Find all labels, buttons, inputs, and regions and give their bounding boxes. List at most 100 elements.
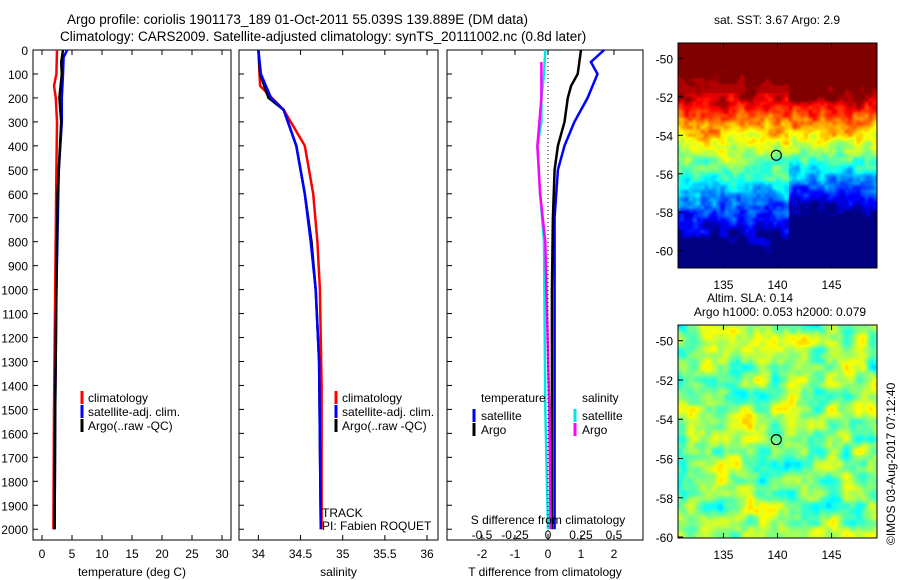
sst-map-frame bbox=[677, 42, 878, 269]
depth-tick-label: 700 bbox=[8, 212, 28, 226]
sal-xtick-label: 36 bbox=[420, 547, 434, 561]
diff-xtick-label: -2 bbox=[477, 547, 488, 561]
s-diff-tick-label: -0.5 bbox=[472, 528, 493, 542]
depth-tick-label: 1700 bbox=[1, 451, 28, 465]
temp-xtick-label: 10 bbox=[95, 547, 109, 561]
diff-xtick-label: 2 bbox=[611, 547, 618, 561]
temp-xlabel: temperature (deg C) bbox=[78, 565, 186, 579]
temp-xtick-label: 20 bbox=[155, 547, 169, 561]
sst-lat-label: -52 bbox=[656, 91, 674, 105]
legend-t-label: Argo bbox=[481, 423, 507, 437]
sst-lon-label: 145 bbox=[822, 278, 842, 292]
sst-map-title: sat. SST: 3.67 Argo: 2.9 bbox=[714, 13, 840, 27]
diff-xtick-label: 0 bbox=[545, 547, 552, 561]
legend-salinity-title: salinity bbox=[582, 391, 619, 405]
legend-temperature-title: temperature bbox=[481, 391, 546, 405]
depth-tick-label: 200 bbox=[8, 92, 28, 106]
sst-lat-label: -56 bbox=[656, 168, 674, 182]
sal-xlabel: salinity bbox=[320, 565, 357, 579]
depth-tick-label: 600 bbox=[8, 188, 28, 202]
sal-legend-label: satellite-adj. clim. bbox=[342, 405, 434, 419]
temp-legend-label: climatology bbox=[88, 391, 148, 405]
temp-xtick-label: 25 bbox=[185, 547, 199, 561]
sla-lon-label: 140 bbox=[767, 548, 787, 562]
depth-tick-label: 800 bbox=[8, 236, 28, 250]
sst-lat-label: -54 bbox=[656, 129, 674, 143]
sst-lat-label: -58 bbox=[656, 206, 674, 220]
temp-xtick-label: 15 bbox=[125, 547, 139, 561]
sla-map-subtitle: Argo h1000: 0.053 h2000: 0.079 bbox=[694, 305, 866, 319]
temp-legend-label: Argo(..raw -QC) bbox=[88, 419, 173, 433]
sla-lon-label: 145 bbox=[822, 548, 842, 562]
depth-tick-label: 1800 bbox=[1, 475, 28, 489]
sst-lat-label: -60 bbox=[656, 245, 674, 259]
legend-s-label: Argo bbox=[582, 423, 608, 437]
figure-title-line1: Argo profile: coriolis 1901173_189 01-Oc… bbox=[67, 12, 529, 27]
sla-map-title: Altim. SLA: 0.14 bbox=[707, 291, 793, 305]
sla-map bbox=[678, 325, 877, 538]
diff-series-t-satellite bbox=[553, 49, 605, 530]
diff-xtick-label: -1 bbox=[510, 547, 521, 561]
diff-xtick-label: 1 bbox=[578, 547, 585, 561]
legend-s-label: satellite bbox=[582, 409, 623, 423]
sla-lon-label: 135 bbox=[713, 548, 733, 562]
sla-argo-marker bbox=[770, 434, 782, 446]
sla-lat-label: -56 bbox=[656, 452, 674, 466]
sst-argo-marker bbox=[770, 149, 782, 161]
s-diff-tick-label: -0.25 bbox=[501, 528, 529, 542]
sal-legend-label: Argo(..raw -QC) bbox=[342, 419, 427, 433]
sla-lat-label: -54 bbox=[656, 413, 674, 427]
depth-tick-label: 100 bbox=[8, 68, 28, 82]
s-diff-tick-label: 0 bbox=[545, 528, 552, 542]
diff-xlabel: T difference from climatology bbox=[468, 565, 622, 579]
sal-legend-label: climatology bbox=[342, 391, 402, 405]
sal-series-satellite-adj-clim- bbox=[257, 49, 323, 530]
figure-title-line2: Climatology: CARS2009. Satellite-adjuste… bbox=[60, 29, 587, 44]
depth-tick-label: 1300 bbox=[1, 355, 28, 369]
diff-series-t-argo bbox=[550, 49, 583, 530]
depth-tick-label: 0 bbox=[21, 44, 28, 58]
temp-xtick-label: 0 bbox=[39, 547, 46, 561]
temp-xtick-label: 5 bbox=[69, 547, 76, 561]
temp-xtick-label: 30 bbox=[215, 547, 229, 561]
depth-tick-label: 500 bbox=[8, 164, 28, 178]
sla-lat-label: -58 bbox=[656, 492, 674, 506]
sal-annotation: PI: Fabien ROQUET bbox=[322, 519, 432, 533]
temp-series-argo-raw-qc- bbox=[53, 49, 65, 530]
sla-lat-label: -52 bbox=[656, 374, 674, 388]
sal-xtick-label: 34.5 bbox=[289, 547, 313, 561]
depth-tick-label: 1100 bbox=[2, 308, 28, 322]
depth-tick-label: 1500 bbox=[1, 403, 28, 417]
sal-annotation: TRACK bbox=[322, 506, 363, 520]
depth-tick-label: 900 bbox=[8, 260, 28, 274]
imos-credit: ©IMOS 03-Aug-2017 07:12:40 bbox=[884, 382, 898, 545]
sst-lon-label: 135 bbox=[713, 278, 733, 292]
sla-lat-label: -60 bbox=[656, 531, 674, 545]
sla-lat-label: -50 bbox=[656, 335, 674, 349]
depth-tick-label: 1600 bbox=[1, 427, 28, 441]
depth-tick-label: 1000 bbox=[1, 284, 28, 298]
depth-tick-label: 2000 bbox=[1, 523, 28, 537]
sst-lat-label: -50 bbox=[656, 52, 674, 66]
s-diff-tick-label: 0.25 bbox=[569, 528, 593, 542]
sal-xtick-label: 35 bbox=[336, 547, 350, 561]
sla-map-frame bbox=[677, 324, 878, 539]
diff-series-s-argo bbox=[536, 62, 552, 530]
legend-t-label: satellite bbox=[481, 409, 522, 423]
sst-map bbox=[678, 43, 877, 268]
depth-tick-label: 300 bbox=[8, 116, 28, 130]
temp-legend-label: satellite-adj. clim. bbox=[88, 405, 180, 419]
sal-xtick-label: 34 bbox=[252, 547, 266, 561]
sst-lon-label: 140 bbox=[767, 278, 787, 292]
sal-xtick-label: 35.5 bbox=[373, 547, 397, 561]
depth-tick-label: 1200 bbox=[1, 332, 28, 346]
depth-tick-label: 1400 bbox=[1, 379, 28, 393]
s-diff-tick-label: 0.5 bbox=[606, 528, 623, 542]
depth-tick-label: 1900 bbox=[1, 499, 28, 513]
sal-plot-frame bbox=[238, 49, 439, 541]
s-diff-label: S difference from climatology bbox=[471, 513, 626, 527]
depth-tick-label: 400 bbox=[8, 140, 28, 154]
